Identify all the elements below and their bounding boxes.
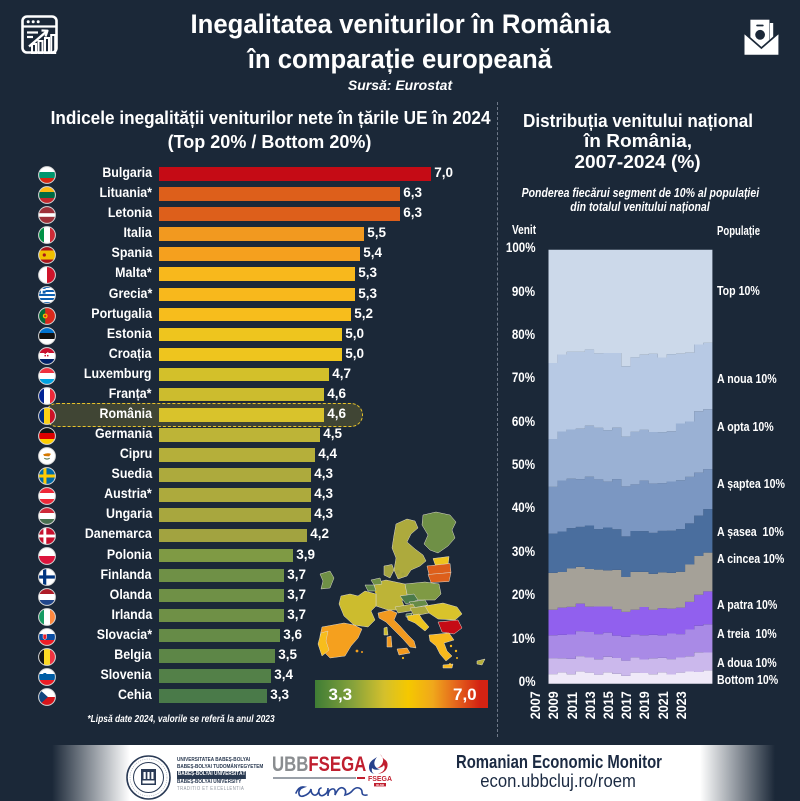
svg-text:FSEGA: FSEGA [368,776,392,783]
svg-text:30 ANI: 30 ANI [376,783,384,787]
